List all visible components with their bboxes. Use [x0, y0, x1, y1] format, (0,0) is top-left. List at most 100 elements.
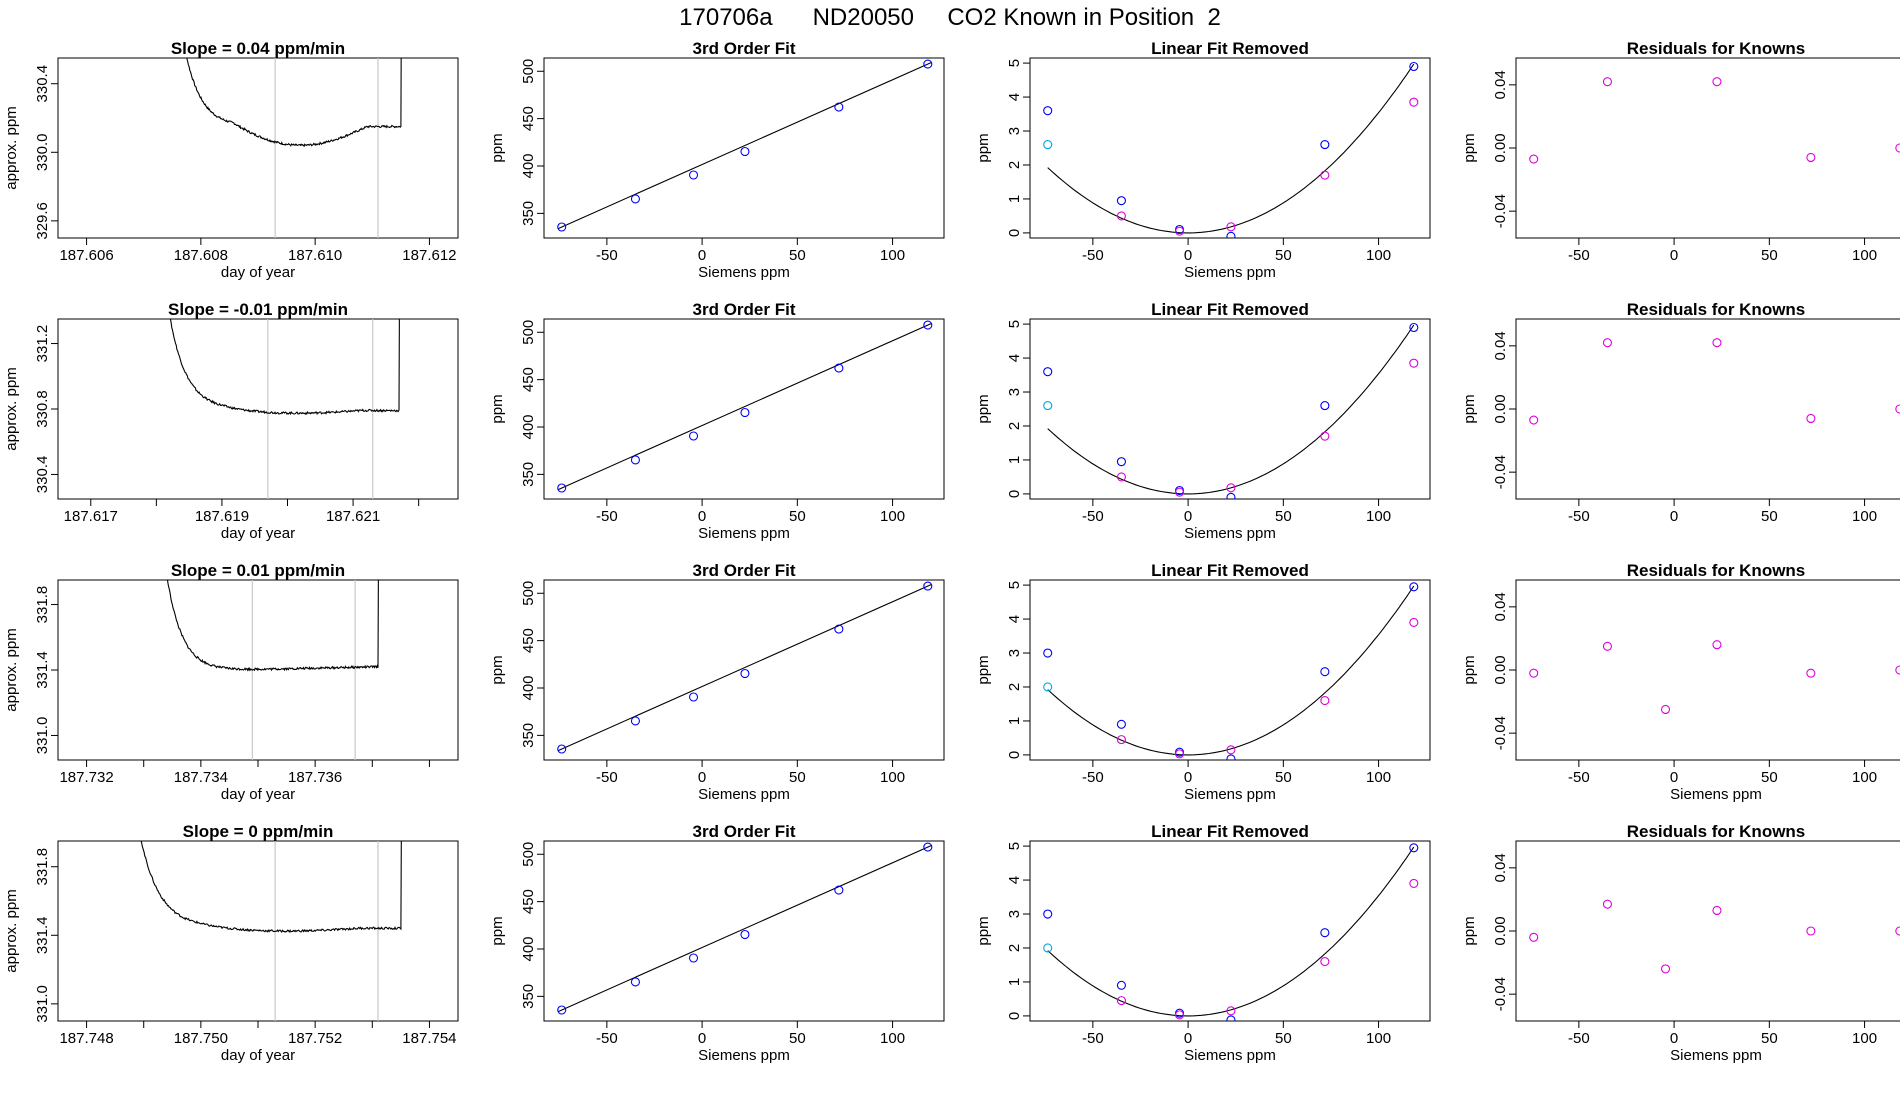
y-tick-label: 2: [1006, 161, 1023, 169]
y-tick-label: 0.00: [1492, 655, 1509, 684]
y-tick-label: 331.8: [34, 586, 51, 624]
y-tick-label: 400: [520, 153, 537, 178]
x-axis-label: Siemens ppm: [1184, 264, 1276, 281]
plot-area: [169, 319, 400, 499]
plot-area: [1043, 322, 1419, 499]
y-tick-label: 1: [1006, 978, 1023, 986]
panel-title: 3rd Order Fit: [693, 561, 796, 580]
x-tick-label: 50: [789, 1030, 806, 1047]
x-axis-label: Siemens ppm: [698, 264, 790, 281]
panel-fit-row2: 3rd Order Fit -50 0 50 100 Siemens ppm 350 400 4…: [489, 561, 945, 803]
y-tick-label: 1: [1006, 195, 1023, 203]
panel-resid-row1: Residuals for Knowns -50 0 50 100 -0.04 0.00 0.…: [1461, 300, 1900, 525]
y-tick-label: 450: [520, 367, 537, 392]
fit-line: [557, 844, 932, 1013]
y-tick-label: 331.0: [34, 717, 51, 755]
magenta-point: [1320, 696, 1330, 706]
y-axis-label: ppm: [489, 916, 506, 945]
y-tick-label: 330.4: [34, 456, 51, 494]
data-point: [740, 929, 750, 940]
plot-area: [557, 581, 933, 754]
magenta-point: [1174, 1010, 1185, 1020]
residual-point: [1806, 152, 1816, 163]
fit-line: [557, 583, 932, 752]
x-axis-label: day of year: [221, 264, 295, 281]
residual-point: [1529, 415, 1539, 425]
y-tick-label: -0.04: [1492, 977, 1509, 1011]
plot-area: [186, 58, 402, 238]
plot-frame: [543, 318, 945, 500]
x-tick-label: 50: [789, 247, 806, 264]
x-axis-label: Siemens ppm: [1184, 525, 1276, 542]
residual-point: [1712, 77, 1722, 87]
residual-point: [1602, 641, 1612, 651]
panel-title: 3rd Order Fit: [693, 822, 796, 841]
x-axis-label: day of year: [221, 525, 295, 542]
blue-point: [1320, 667, 1330, 677]
panel-title: Linear Fit Removed: [1151, 822, 1309, 841]
residual-point: [1895, 665, 1900, 675]
residual-point: [1602, 338, 1612, 348]
y-tick-label: 331.8: [34, 848, 51, 886]
plot-frame: [1029, 579, 1431, 761]
x-tick-label: 100: [1852, 769, 1877, 786]
y-axis-label: approx. ppm: [3, 628, 20, 711]
panel-resid-row3: Residuals for Knowns -50 0 50 100 Siemens ppm…: [1461, 822, 1900, 1064]
y-tick-label: 0.04: [1492, 331, 1509, 360]
plot-area: [557, 59, 933, 232]
y-tick-label: 0: [1006, 229, 1023, 237]
blue-point: [1409, 582, 1419, 592]
plot-area: [140, 841, 402, 1021]
x-tick-label: -50: [1082, 769, 1104, 786]
plot-frame: [57, 57, 459, 239]
magenta-point: [1226, 1006, 1236, 1016]
blue-point: [1116, 980, 1126, 990]
blue-point: [1409, 61, 1419, 72]
x-tick-label: 187.732: [59, 769, 113, 786]
x-tick-label: 0: [698, 247, 706, 264]
panel-title: Residuals for Knowns: [1627, 39, 1806, 58]
y-tick-label: 0.00: [1492, 133, 1509, 162]
x-tick-label: 50: [789, 769, 806, 786]
x-tick-label: -50: [1082, 1030, 1104, 1047]
x-tick-label: 187.748: [59, 1030, 113, 1047]
cyan-point: [1043, 140, 1053, 150]
data-point: [923, 320, 933, 330]
data-point: [834, 885, 844, 895]
x-tick-label: 50: [1761, 1030, 1778, 1047]
residual-point: [1712, 640, 1722, 650]
residual-point: [1602, 77, 1612, 87]
y-axis-label: ppm: [489, 394, 506, 423]
magenta-point: [1320, 170, 1330, 180]
x-axis-label: day of year: [221, 1047, 295, 1064]
plot-frame: [1515, 840, 1900, 1022]
data-point: [834, 624, 844, 634]
panel-title: Residuals for Knowns: [1627, 561, 1806, 580]
blue-point: [1320, 140, 1330, 150]
x-tick-label: 187.612: [402, 247, 456, 264]
y-tick-label: 350: [520, 462, 537, 487]
x-axis-label: Siemens ppm: [1670, 786, 1762, 803]
data-point: [630, 977, 640, 987]
y-axis-label: ppm: [1461, 394, 1478, 423]
x-tick-label: 0: [1184, 508, 1192, 525]
x-tick-label: 0: [1184, 247, 1192, 264]
quadratic-fit-curve: [1047, 846, 1415, 1017]
y-tick-label: 2: [1006, 683, 1023, 691]
x-tick-label: 0: [698, 769, 706, 786]
y-tick-label: 5: [1006, 320, 1023, 328]
figure-title: 170706a ND20050 CO2 Known in Position 2: [679, 4, 1221, 31]
y-tick-label: 0.04: [1492, 592, 1509, 621]
y-tick-label: -0.04: [1492, 455, 1509, 489]
magenta-point: [1116, 996, 1126, 1006]
x-tick-label: -50: [596, 1030, 618, 1047]
magenta-point: [1226, 483, 1236, 493]
y-axis-label: approx. ppm: [3, 889, 20, 972]
x-tick-label: -50: [1568, 1030, 1590, 1047]
panel-title: 3rd Order Fit: [693, 300, 796, 319]
data-point: [740, 146, 750, 157]
y-tick-label: 331.2: [34, 325, 51, 363]
residual-point: [1806, 668, 1816, 678]
